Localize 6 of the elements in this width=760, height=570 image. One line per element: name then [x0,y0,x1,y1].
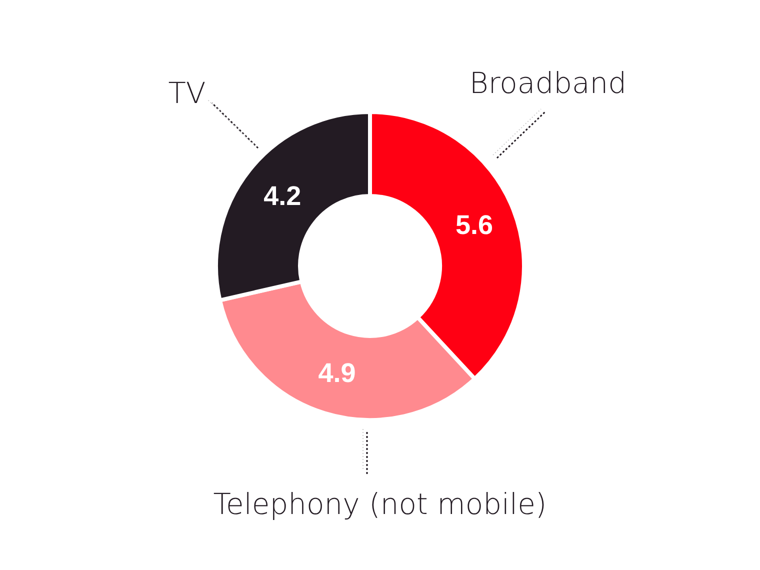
data-label: 5.6 [455,210,494,240]
data-label: 4.9 [318,358,356,388]
data-label: 4.2 [264,181,302,212]
slice-label: Telephony (not mobile) [213,487,547,521]
slice-label: TV [168,76,206,110]
slice-label: Broadband [469,66,627,100]
